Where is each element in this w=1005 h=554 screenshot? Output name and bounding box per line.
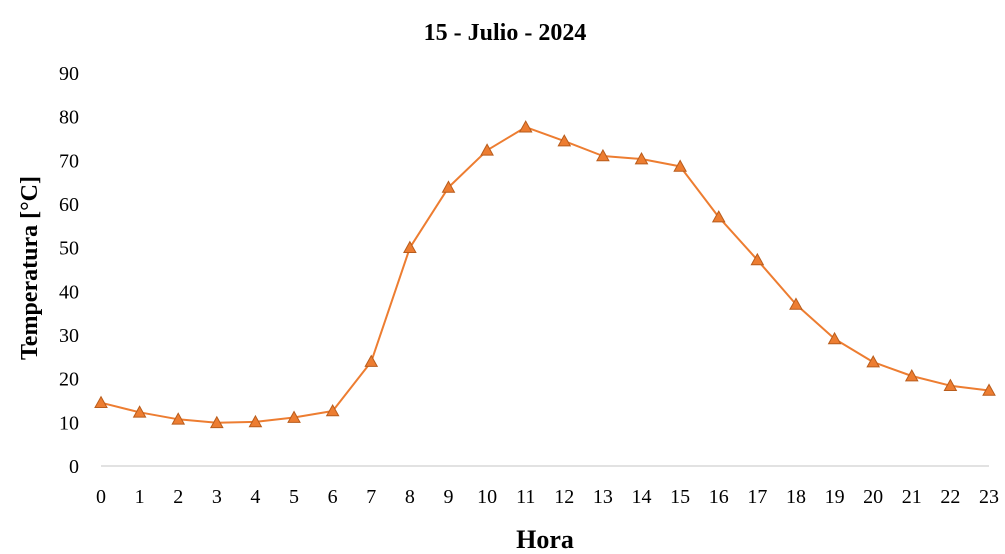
y-tick-label: 80: [59, 107, 79, 129]
x-tick-label: 14: [632, 486, 652, 508]
data-point-marker: [943, 378, 958, 391]
data-point-marker: [750, 252, 765, 266]
data-point-marker: [866, 355, 881, 368]
y-tick-label: 30: [59, 325, 79, 347]
data-point-marker: [132, 405, 147, 418]
data-point-marker: [94, 395, 108, 408]
data-point-marker: [209, 415, 224, 429]
data-point-marker: [441, 180, 456, 193]
data-markers: [94, 120, 996, 429]
x-tick-label: 7: [366, 486, 376, 508]
y-tick-label: 50: [59, 238, 79, 260]
x-tick-label: 21: [902, 486, 922, 508]
x-tick-label: 18: [786, 486, 806, 508]
data-point-marker: [596, 148, 610, 162]
x-tick-label: 20: [863, 486, 883, 508]
x-tick-label: 17: [747, 486, 767, 508]
y-tick-label: 40: [59, 281, 79, 303]
x-tick-label: 12: [554, 486, 574, 508]
y-tick-label: 90: [59, 63, 79, 85]
x-tick-label: 16: [709, 486, 729, 508]
x-tick-label: 1: [135, 486, 145, 508]
data-point-marker: [711, 210, 726, 223]
y-tick-label: 10: [59, 412, 79, 434]
y-tick-label: 20: [59, 369, 79, 391]
data-point-marker: [557, 134, 572, 147]
x-tick-label: 5: [289, 486, 299, 508]
x-tick-label: 10: [477, 486, 497, 508]
x-axis-title: Hora: [516, 525, 574, 554]
x-tick-label: 15: [670, 486, 690, 508]
data-point-marker: [904, 369, 919, 382]
x-tick-label: 3: [212, 486, 222, 508]
x-tick-label: 9: [443, 486, 453, 508]
data-point-marker: [827, 331, 842, 345]
y-tick-label: 60: [59, 194, 79, 216]
data-point-marker: [325, 403, 340, 417]
y-axis-ticks: 0 10 20 30 40 50 60 70 80 90: [59, 63, 79, 478]
y-tick-label: 70: [59, 150, 79, 172]
x-tick-label: 11: [516, 486, 535, 508]
data-point-marker: [171, 412, 186, 425]
data-point-marker: [982, 383, 996, 396]
data-point-marker: [403, 240, 417, 253]
x-tick-label: 22: [940, 486, 960, 508]
data-point-marker: [518, 120, 533, 133]
x-axis-ticks: 0 1 2 3 4 5 6 7 8 9 10 11 12 13 14 15 16 17 18 19 20 21 22 23: [96, 486, 999, 508]
x-tick-label: 0: [96, 486, 106, 508]
data-point-marker: [287, 410, 301, 423]
y-axis-title: Temperatura [°C]: [17, 176, 43, 360]
data-point-marker: [673, 159, 687, 172]
x-tick-label: 13: [593, 486, 613, 508]
x-tick-label: 23: [979, 486, 999, 508]
x-tick-label: 2: [173, 486, 183, 508]
x-tick-label: 4: [250, 486, 260, 508]
data-point-marker: [480, 143, 494, 156]
x-tick-label: 8: [405, 486, 415, 508]
data-point-marker: [634, 151, 649, 165]
x-tick-label: 6: [328, 486, 338, 508]
y-tick-label: 0: [69, 456, 79, 478]
data-point-marker: [248, 414, 263, 428]
x-tick-label: 19: [825, 486, 845, 508]
data-point-marker: [364, 354, 379, 367]
chart-title: 15 - Julio - 2024: [424, 20, 587, 46]
series-line: [100, 126, 990, 424]
data-point-marker: [789, 297, 803, 310]
